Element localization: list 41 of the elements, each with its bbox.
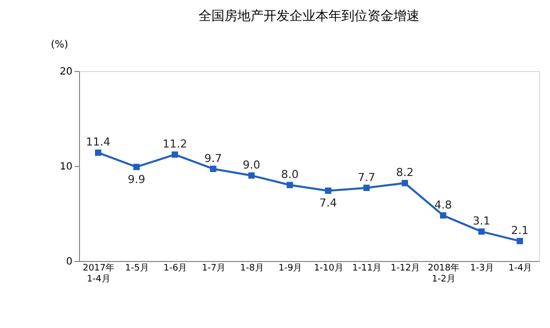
y-tick-label: 0 — [66, 256, 72, 268]
x-tick-label: 1-9月 — [278, 264, 302, 274]
point — [248, 172, 255, 179]
data-label: 4.8 — [434, 198, 452, 212]
x-tick-label: 1-7月 — [202, 264, 226, 274]
data-label: 11.4 — [86, 136, 110, 149]
x-tick-label: 1-3月 — [470, 264, 494, 274]
data-label: 9.9 — [128, 172, 146, 186]
point — [286, 182, 293, 188]
y-tick-label: 10 — [60, 162, 72, 172]
data-label: 9.7 — [204, 152, 222, 165]
point — [402, 180, 408, 186]
x-tick-label: 2017年 1-4月 — [82, 262, 115, 284]
data-label: 2.1 — [511, 224, 529, 238]
x-tick-label: 2018年 1-2月 — [428, 262, 460, 284]
data-label: 3.1 — [472, 214, 490, 228]
point — [325, 188, 332, 194]
x-tick-label: 1-10月 — [314, 264, 344, 274]
chart-title: 全国房地产开发企业本年到位资金增速 — [198, 8, 420, 24]
data-label: 7.4 — [319, 196, 337, 210]
data-label: 11.2 — [162, 138, 188, 151]
x-tick-label: 1-6月 — [163, 264, 188, 274]
data-label: 7.7 — [358, 170, 376, 184]
point — [210, 166, 216, 172]
data-label: 8.2 — [396, 166, 414, 180]
point — [478, 228, 485, 235]
x-tick-label: 1-12月 — [390, 264, 420, 274]
point — [516, 238, 523, 244]
x-tick-label: 1-5月 — [125, 264, 149, 274]
point — [172, 151, 178, 158]
y-tick-label: 20 — [60, 66, 72, 78]
point — [133, 164, 140, 170]
point — [440, 212, 446, 219]
x-tick-label: 1-8月 — [240, 264, 264, 274]
data-label: 9.0 — [242, 158, 260, 172]
x-tick-label: 1-11月 — [352, 264, 382, 274]
point — [95, 150, 102, 156]
x-tick-label: 1-4月 — [508, 264, 532, 274]
y-axis-title: (%) — [50, 40, 68, 50]
point — [363, 184, 370, 192]
data-label: 8.0 — [281, 168, 299, 181]
